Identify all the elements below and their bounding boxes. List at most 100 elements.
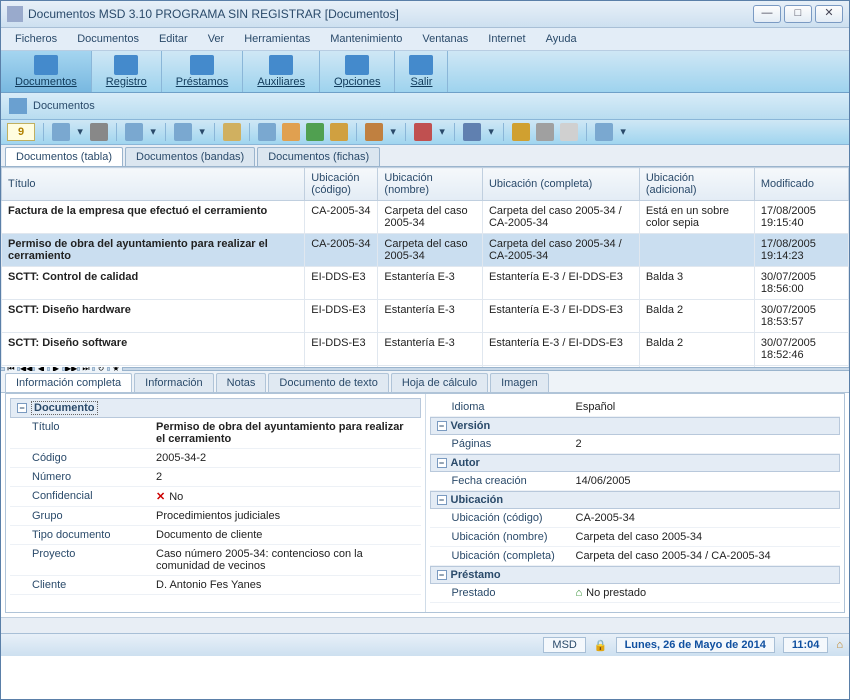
detail-tab[interactable]: Hoja de cálculo (391, 373, 488, 392)
menu-item[interactable]: Editar (151, 31, 196, 47)
toolbar-icon[interactable] (536, 123, 554, 141)
property-value: 2005-34-2 (150, 449, 421, 467)
toolbar-icon[interactable] (125, 123, 143, 141)
toolbar-button[interactable]: Registro (92, 51, 162, 92)
column-header[interactable]: Ubicación (código) (305, 168, 378, 201)
toolbar-button[interactable]: Opciones (320, 51, 395, 92)
detail-tab[interactable]: Información (134, 373, 213, 392)
menu-item[interactable]: Ficheros (7, 31, 65, 47)
maximize-button[interactable]: □ (784, 5, 812, 23)
property-row: Ubicación (código)CA-2005-34 (430, 509, 841, 528)
menu-item[interactable]: Herramientas (236, 31, 318, 47)
menu-item[interactable]: Internet (480, 31, 533, 47)
close-button[interactable]: ✕ (815, 5, 843, 23)
group-header[interactable]: −Autor (430, 454, 841, 472)
table-cell: 30/07/2005 18:53:57 (754, 300, 848, 333)
table-cell: SCTT: Diseño software (2, 333, 305, 366)
toolbar-icon[interactable] (282, 123, 300, 141)
property-value: Permiso de obra del ayuntamiento para re… (150, 418, 421, 448)
table-row[interactable]: SCTT: Diseño hardwareEI-DDS-E3Estantería… (2, 300, 849, 333)
collapse-icon[interactable]: − (437, 495, 447, 505)
table-cell: SCTT: Control de calidad (2, 267, 305, 300)
table-cell: Balda 2 (639, 333, 754, 366)
collapse-icon[interactable]: − (437, 458, 447, 468)
record-counter: 9 (7, 123, 35, 141)
collapse-icon[interactable]: − (437, 570, 447, 580)
main-window: Documentos MSD 3.10 PROGRAMA SIN REGISTR… (0, 0, 850, 700)
detail-tab[interactable]: Documento de texto (268, 373, 388, 392)
toolbar-icon[interactable] (90, 123, 108, 141)
property-value: Carpeta del caso 2005-34 / CA-2005-34 (570, 547, 841, 565)
minimize-button[interactable]: — (753, 5, 781, 23)
toolbar-button[interactable]: Auxiliares (243, 51, 320, 92)
dropdown-icon[interactable]: ▾ (619, 123, 627, 141)
group-header[interactable]: −Préstamo (430, 566, 841, 584)
detail-tab[interactable]: Notas (216, 373, 267, 392)
table-cell: Estantería E-3 / EI-DDS-E3 (482, 333, 639, 366)
menu-item[interactable]: Documentos (69, 31, 147, 47)
toolbar-icon[interactable] (223, 123, 241, 141)
detail-tab[interactable]: Información completa (5, 373, 132, 392)
group-header[interactable]: −Versión (430, 417, 841, 435)
group-header[interactable]: −Ubicación (430, 491, 841, 509)
menu-item[interactable]: Ventanas (414, 31, 476, 47)
table-row[interactable]: SCTT: Control de calidadEI-DDS-E3Estante… (2, 267, 849, 300)
toolbar-icon[interactable] (174, 123, 192, 141)
table-cell: Permiso de obra del ayuntamiento para re… (2, 234, 305, 267)
dropdown-icon[interactable]: ▾ (438, 123, 446, 141)
column-header[interactable]: Ubicación (completa) (482, 168, 639, 201)
property-value: ✕ No (150, 487, 421, 506)
detail-tab[interactable]: Imagen (490, 373, 549, 392)
toolbar-icon[interactable] (560, 123, 578, 141)
toolbar-icon[interactable] (365, 123, 383, 141)
horizontal-scrollbar[interactable] (1, 617, 849, 633)
toolbar-button[interactable]: Préstamos (162, 51, 244, 92)
table-cell: EI-DDS-E3 (305, 300, 378, 333)
property-row: Número2 (10, 468, 421, 487)
view-tab[interactable]: Documentos (fichas) (257, 147, 380, 166)
view-tab[interactable]: Documentos (bandas) (125, 147, 255, 166)
lock-icon: 🔒 (594, 639, 608, 652)
column-header[interactable]: Ubicación (adicional) (639, 168, 754, 201)
property-label: Confidencial (10, 487, 150, 506)
menu-item[interactable]: Ver (200, 31, 233, 47)
toolbar-icon[interactable] (52, 123, 70, 141)
property-row: IdiomaEspañol (430, 398, 841, 417)
menu-item[interactable]: Ayuda (538, 31, 585, 47)
table-row[interactable]: Permiso de obra del ayuntamiento para re… (2, 234, 849, 267)
toolbar-icon[interactable] (306, 123, 324, 141)
dropdown-icon[interactable]: ▾ (149, 123, 157, 141)
toolbar-icon[interactable] (414, 123, 432, 141)
toolbar-icon[interactable] (512, 123, 530, 141)
toolbar-icon[interactable] (330, 123, 348, 141)
group-header[interactable]: −Documento (10, 398, 421, 418)
window-title: Documentos MSD 3.10 PROGRAMA SIN REGISTR… (28, 7, 748, 21)
menu-item[interactable]: Mantenimiento (322, 31, 410, 47)
table-row[interactable]: SCTT: Diseño softwareEI-DDS-E3Estantería… (2, 333, 849, 366)
home-icon[interactable]: ⌂ (836, 639, 843, 651)
table-cell: SCTT: Diseño hardware (2, 300, 305, 333)
column-header[interactable]: Ubicación (nombre) (378, 168, 483, 201)
toolbar-icon[interactable] (595, 123, 613, 141)
column-header[interactable]: Modificado (754, 168, 848, 201)
toolbar-button[interactable]: Salir (395, 51, 448, 92)
table-cell: 17/08/2005 19:15:40 (754, 201, 848, 234)
table-row[interactable]: SCTT: Especificaciones funcionalesEI-DDS… (2, 366, 849, 368)
view-tab[interactable]: Documentos (tabla) (5, 147, 123, 166)
dropdown-icon[interactable]: ▾ (487, 123, 495, 141)
property-row: Tipo documentoDocumento de cliente (10, 526, 421, 545)
table-row[interactable]: Factura de la empresa que efectuó el cer… (2, 201, 849, 234)
collapse-icon[interactable]: − (437, 421, 447, 431)
dropdown-icon[interactable]: ▾ (389, 123, 397, 141)
property-value: Procedimientos judiciales (150, 507, 421, 525)
column-header[interactable]: Título (2, 168, 305, 201)
table-cell: Carpeta del caso 2005-34 / CA-2005-34 (482, 234, 639, 267)
toolbar-icon[interactable] (463, 123, 481, 141)
collapse-icon[interactable]: − (17, 403, 27, 413)
dropdown-icon[interactable]: ▾ (76, 123, 84, 141)
toolbar-button[interactable]: Documentos (1, 51, 92, 92)
property-value: CA-2005-34 (570, 509, 841, 527)
toolbar-icon[interactable] (258, 123, 276, 141)
dropdown-icon[interactable]: ▾ (198, 123, 206, 141)
property-row: Ubicación (nombre)Carpeta del caso 2005-… (430, 528, 841, 547)
